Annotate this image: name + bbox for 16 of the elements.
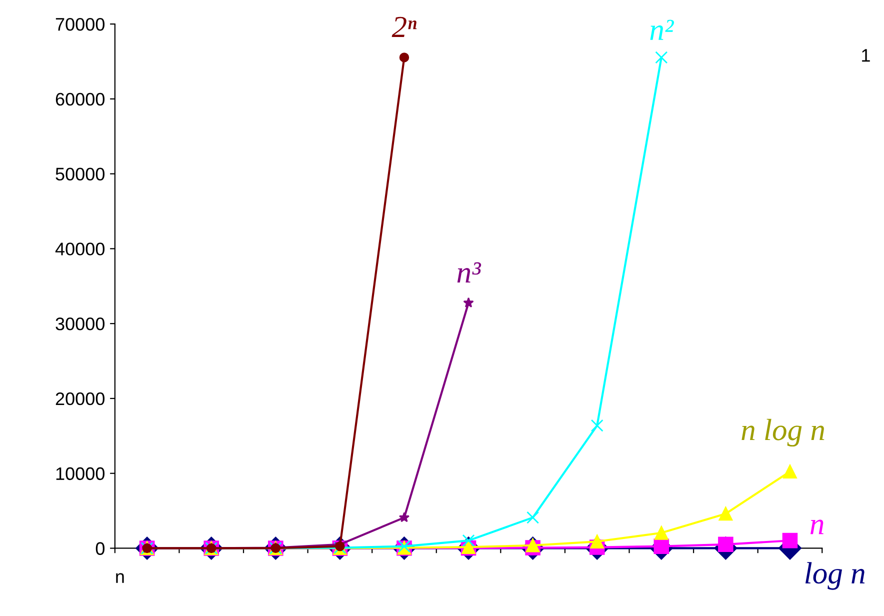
y-tick-label: 10000	[56, 467, 104, 480]
series-label: n³	[457, 262, 482, 282]
y-tick-label: 60000	[56, 92, 104, 106]
series-label: n²	[650, 20, 674, 40]
y-tick-label: 30000	[56, 318, 104, 330]
y-tick-label: 20000	[56, 392, 104, 406]
series-label: log n	[805, 562, 865, 590]
x-axis-title: n	[116, 573, 124, 583]
series-label: n	[810, 520, 824, 534]
series-label: n log n	[742, 418, 824, 447]
y-tick-label: 40000	[55, 242, 104, 256]
series-label: 2ⁿ	[392, 16, 417, 38]
text: 1	[862, 49, 870, 62]
y-tick-label: 0	[96, 542, 104, 555]
y-tick-label: 70000	[56, 18, 104, 31]
y-tick-label: 50000	[56, 168, 104, 181]
